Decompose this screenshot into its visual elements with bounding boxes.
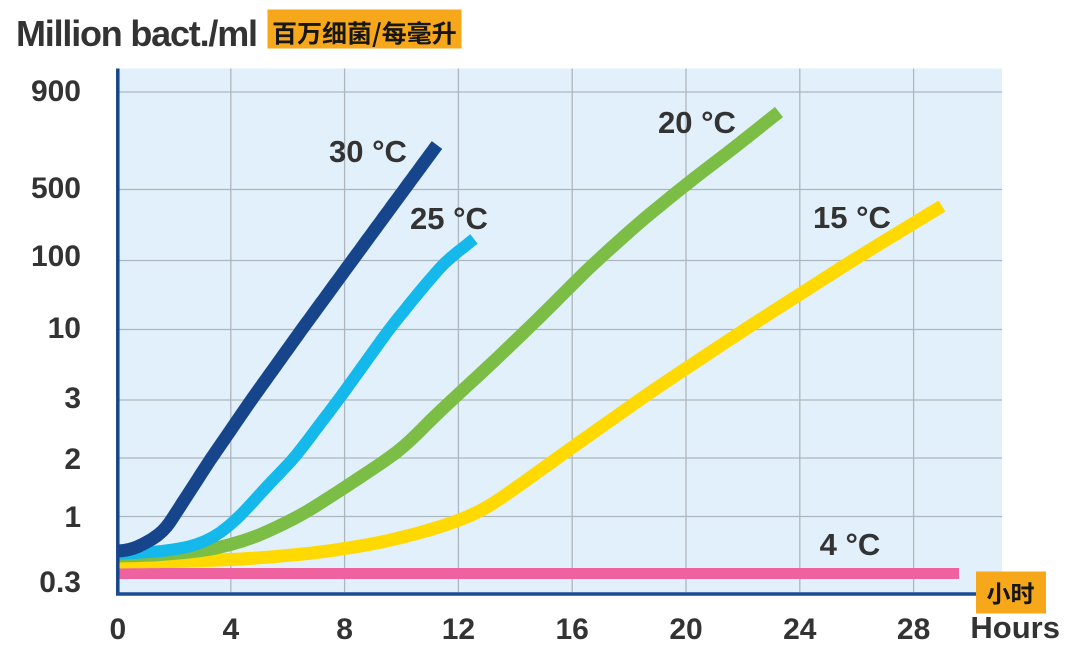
svg-text:4 °C: 4 °C (820, 527, 881, 562)
svg-text:Hours: Hours (970, 610, 1060, 645)
svg-text:16: 16 (556, 613, 589, 646)
svg-text:2: 2 (64, 443, 81, 476)
svg-text:100: 100 (31, 240, 81, 273)
svg-text:28: 28 (897, 613, 930, 646)
svg-text:900: 900 (31, 75, 81, 108)
svg-text:20: 20 (669, 613, 702, 646)
svg-text:10: 10 (48, 312, 81, 345)
svg-text:12: 12 (442, 613, 475, 646)
svg-text:Million bact./ml: Million bact./ml (16, 13, 257, 54)
svg-text:0: 0 (109, 613, 126, 646)
svg-text:3: 3 (64, 382, 81, 415)
svg-text:4: 4 (222, 613, 239, 646)
svg-text:24: 24 (783, 613, 817, 646)
svg-text:8: 8 (336, 613, 353, 646)
svg-text:0.3: 0.3 (39, 566, 81, 599)
svg-text:500: 500 (31, 172, 81, 205)
svg-text:25 °C: 25 °C (410, 201, 488, 236)
svg-text:20 °C: 20 °C (658, 105, 736, 140)
svg-text:15 °C: 15 °C (813, 200, 891, 235)
svg-text:30 °C: 30 °C (329, 134, 407, 169)
svg-text:1: 1 (64, 501, 81, 534)
